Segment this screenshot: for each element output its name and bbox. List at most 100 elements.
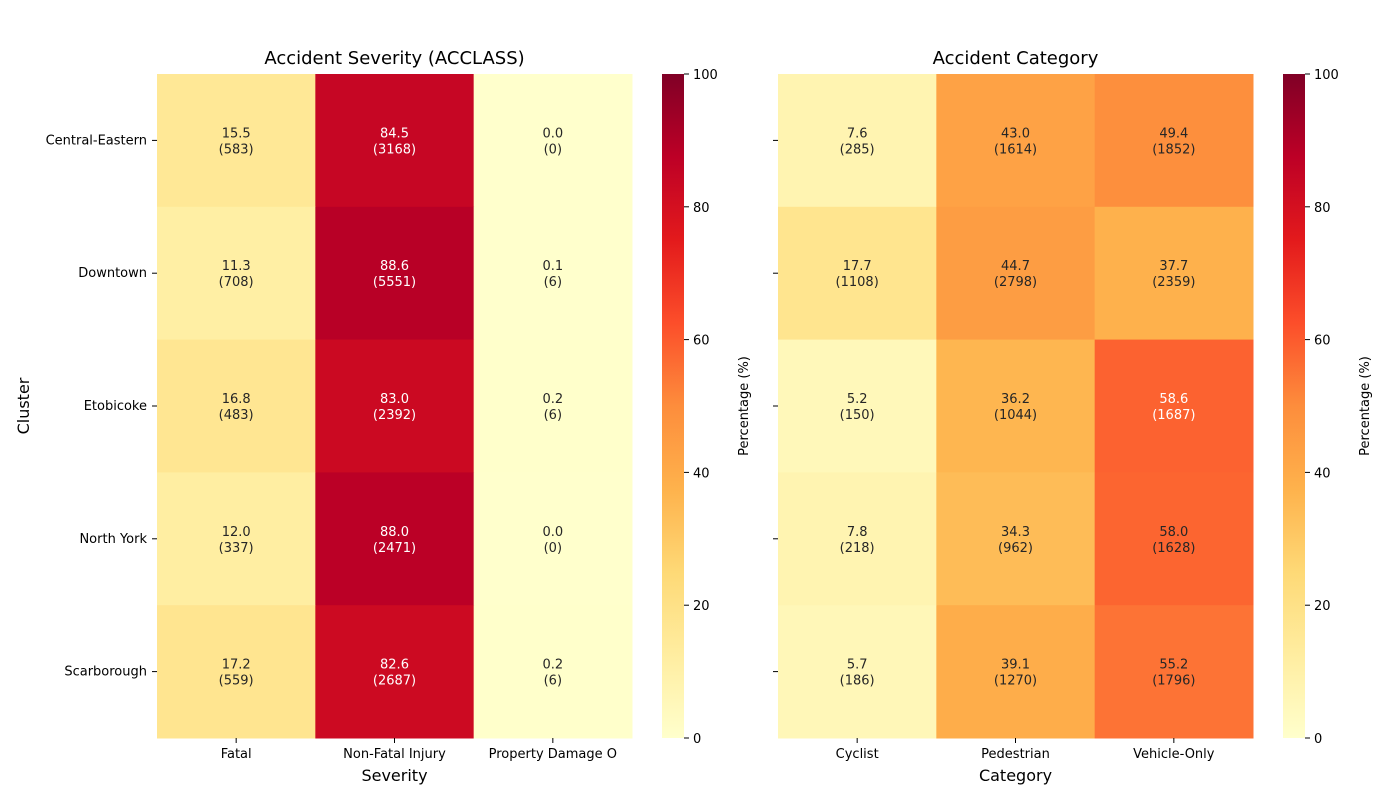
heatmap-cell [315,472,475,606]
colorbar-tick-label: 100 [693,68,718,83]
cell-percent-label: 12.0 [222,525,251,540]
heatmap-cell [936,74,1096,208]
x-tick-label: Non-Fatal Injury [343,747,446,762]
colorbar-tick-label: 20 [1314,599,1331,614]
y-tick-label: North York [79,532,147,547]
colorbar [1283,74,1305,738]
cell-percent-label: 43.0 [1001,126,1030,141]
cell-count-label: (6) [544,674,562,689]
heatmap-cell [473,605,633,739]
colorbar-tick-label: 80 [693,201,710,216]
colorbar-tick-label: 0 [1314,732,1322,747]
heatmap-cell [778,206,937,341]
cell-percent-label: 88.6 [380,259,409,274]
heatmap-cell [936,339,1096,473]
cell-count-label: (708) [219,275,254,290]
x-tick-label: Property Damage O [489,747,617,762]
cell-count-label: (1614) [994,142,1037,157]
cell-count-label: (2687) [373,674,416,689]
x-tick-label: Cyclist [836,747,879,762]
colorbar-tick-label: 0 [693,732,701,747]
heatmap-cell [157,605,316,739]
cell-count-label: (583) [219,142,254,157]
heatmap-cell [473,339,633,473]
heatmap-cell [473,74,633,208]
x-axis-label: Severity [361,766,427,785]
colorbar-tick-label: 60 [1314,334,1331,349]
cell-percent-label: 36.2 [1001,392,1030,407]
cell-percent-label: 17.7 [843,259,872,274]
x-axis-label: Category [979,766,1052,785]
cell-percent-label: 39.1 [1001,658,1030,673]
cell-percent-label: 5.7 [847,658,868,673]
colorbar-tick-label: 40 [693,466,710,481]
heatmap-cell [157,206,316,341]
heatmap-cell [778,472,937,606]
cell-percent-label: 82.6 [380,658,409,673]
cell-count-label: (1628) [1152,541,1195,556]
cell-count-label: (285) [840,142,875,157]
cell-count-label: (1796) [1152,674,1195,689]
heatmap-cell [157,339,316,473]
colorbar-tick-label: 60 [693,334,710,349]
heatmap-panel-2: 7.6(285) 43.0(1614) 49.4(1852) 17.7(1108) 44… [773,48,1373,785]
heatmap-cell [1094,339,1254,473]
heatmap-cell [778,339,937,473]
cell-count-label: (150) [840,408,875,423]
cell-count-label: (962) [998,541,1033,556]
y-tick-label: Downtown [78,266,147,281]
cell-count-label: (218) [840,541,875,556]
colorbar-label: Percentage (%) [1358,356,1373,456]
heatmap-cell [778,605,937,739]
cell-percent-label: 58.6 [1159,392,1188,407]
heatmap-cell [315,206,475,341]
cell-count-label: (5551) [373,275,416,290]
cell-percent-label: 37.7 [1159,259,1188,274]
heatmap-cell [315,74,475,208]
heatmap-cell [936,472,1096,606]
cell-count-label: (559) [219,674,254,689]
cell-percent-label: 16.8 [222,392,251,407]
heatmap-panel-1: 15.5(583)84.5(3168)0.0(0)11.3(708)88.6(5… [14,48,752,785]
cell-count-label: (1852) [1152,142,1195,157]
colorbar-tick-label: 40 [1314,466,1331,481]
cell-count-label: (0) [544,541,562,556]
cell-percent-label: 17.2 [222,658,251,673]
cell-count-label: (3168) [373,142,416,157]
heatmap-cell [1094,605,1254,739]
cell-count-label: (2359) [1152,275,1195,290]
cell-count-label: (2798) [994,275,1037,290]
cell-count-label: (1270) [994,674,1037,689]
heatmap-cell [778,74,937,208]
heatmap-cell [1094,74,1254,208]
heatmap-cell [157,472,316,606]
cell-percent-label: 88.0 [380,525,409,540]
heatmap-cell [1094,472,1254,606]
y-tick-label: Scarborough [64,665,147,680]
cell-percent-label: 58.0 [1159,525,1188,540]
heatmap-cell [936,206,1096,341]
cell-percent-label: 44.7 [1001,259,1030,274]
cell-count-label: (1687) [1152,408,1195,423]
cell-count-label: (6) [544,275,562,290]
cell-percent-label: 34.3 [1001,525,1030,540]
cell-percent-label: 0.0 [542,525,563,540]
cell-count-label: (186) [840,674,875,689]
panel-title: Accident Severity (ACCLASS) [264,48,524,69]
cell-count-label: (483) [219,408,254,423]
panel-title: Accident Category [933,48,1099,69]
y-tick-label: Central-Eastern [46,133,147,148]
colorbar [662,74,684,738]
x-tick-label: Fatal [221,747,252,762]
cell-percent-label: 83.0 [380,392,409,407]
heatmap-cell [473,206,633,341]
cell-percent-label: 49.4 [1159,126,1188,141]
heatmap-cell [157,74,316,208]
cell-count-label: (337) [219,541,254,556]
cell-count-label: (0) [544,142,562,157]
cell-count-label: (2392) [373,408,416,423]
heatmap-cell [315,339,475,473]
heatmap-cell [315,605,475,739]
cell-percent-label: 7.6 [847,126,868,141]
